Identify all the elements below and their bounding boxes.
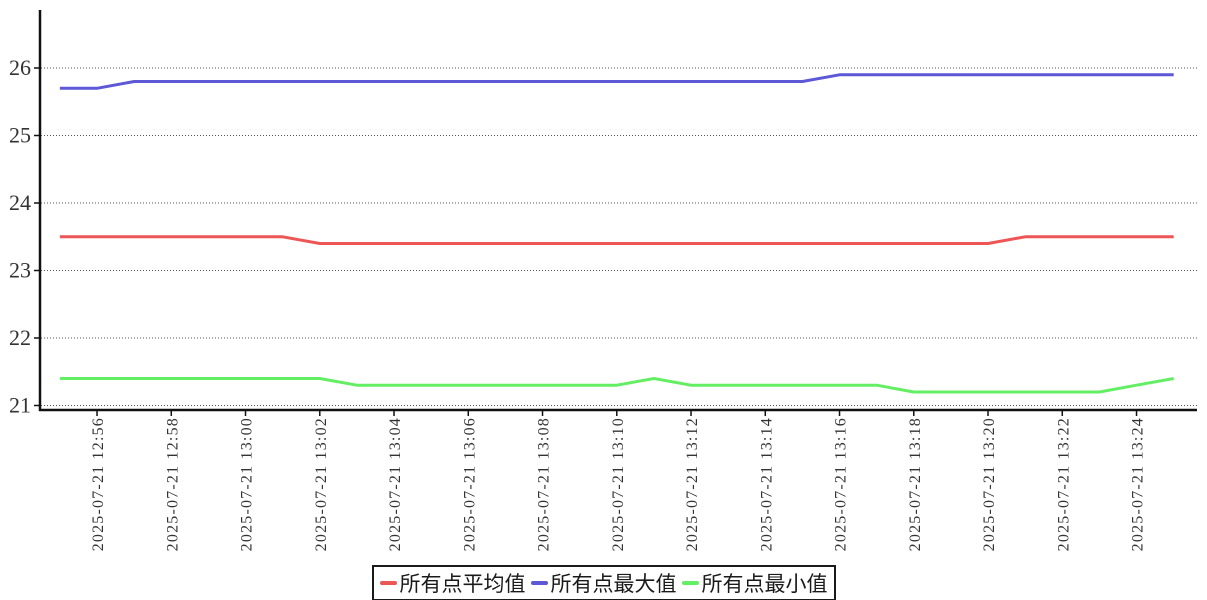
- x-tick-label: 2025-07-21 13:16: [833, 417, 850, 551]
- series-line-min: [59, 377, 1174, 394]
- x-tick-label: 2025-07-21 13:22: [1055, 417, 1072, 551]
- y-tick-label: 24: [9, 190, 31, 215]
- x-tick-label: 2025-07-21 13:02: [313, 417, 330, 551]
- x-tick-label: 2025-07-21 12:56: [90, 417, 107, 551]
- x-tick-label: 2025-07-21 13:24: [1130, 417, 1147, 551]
- x-tick-label: 2025-07-21 13:20: [981, 417, 998, 551]
- x-tick-label: 2025-07-21 13:08: [536, 417, 553, 551]
- x-tick-label: 2025-07-21 13:14: [758, 417, 775, 551]
- legend-label: 所有点最小值: [701, 572, 828, 596]
- y-tick-label: 23: [9, 258, 31, 283]
- x-tick-label: 2025-07-21 12:58: [164, 417, 181, 551]
- x-tick-label: 2025-07-21 13:00: [239, 417, 256, 551]
- legend-swatch-max: [530, 581, 548, 585]
- legend-label: 所有点最大值: [550, 572, 677, 596]
- x-tick-label: 2025-07-21 13:06: [461, 417, 478, 551]
- y-tick-label: 25: [9, 123, 31, 148]
- x-tick-label: 2025-07-21 13:10: [610, 417, 627, 551]
- y-tick-label: 22: [9, 325, 31, 350]
- x-tick-label: 2025-07-21 13:04: [387, 417, 404, 551]
- series-line-max: [59, 73, 1174, 90]
- legend-label: 所有点平均值: [399, 572, 526, 596]
- y-tick-label: 21: [9, 393, 31, 418]
- legend-item-max: 所有点最大值: [526, 568, 677, 598]
- legend-swatch-avg: [379, 581, 397, 585]
- chart-legend: 所有点平均值 所有点最大值 所有点最小值: [371, 565, 836, 600]
- y-tick-label: 26: [9, 55, 31, 80]
- legend-item-avg: 所有点平均值: [379, 568, 526, 598]
- series-line-avg: [59, 235, 1174, 245]
- x-tick-label: 2025-07-21 13:12: [684, 417, 701, 551]
- legend-item-min: 所有点最小值: [677, 568, 828, 598]
- legend-swatch-min: [681, 581, 699, 585]
- x-tick-label: 2025-07-21 13:18: [907, 417, 924, 551]
